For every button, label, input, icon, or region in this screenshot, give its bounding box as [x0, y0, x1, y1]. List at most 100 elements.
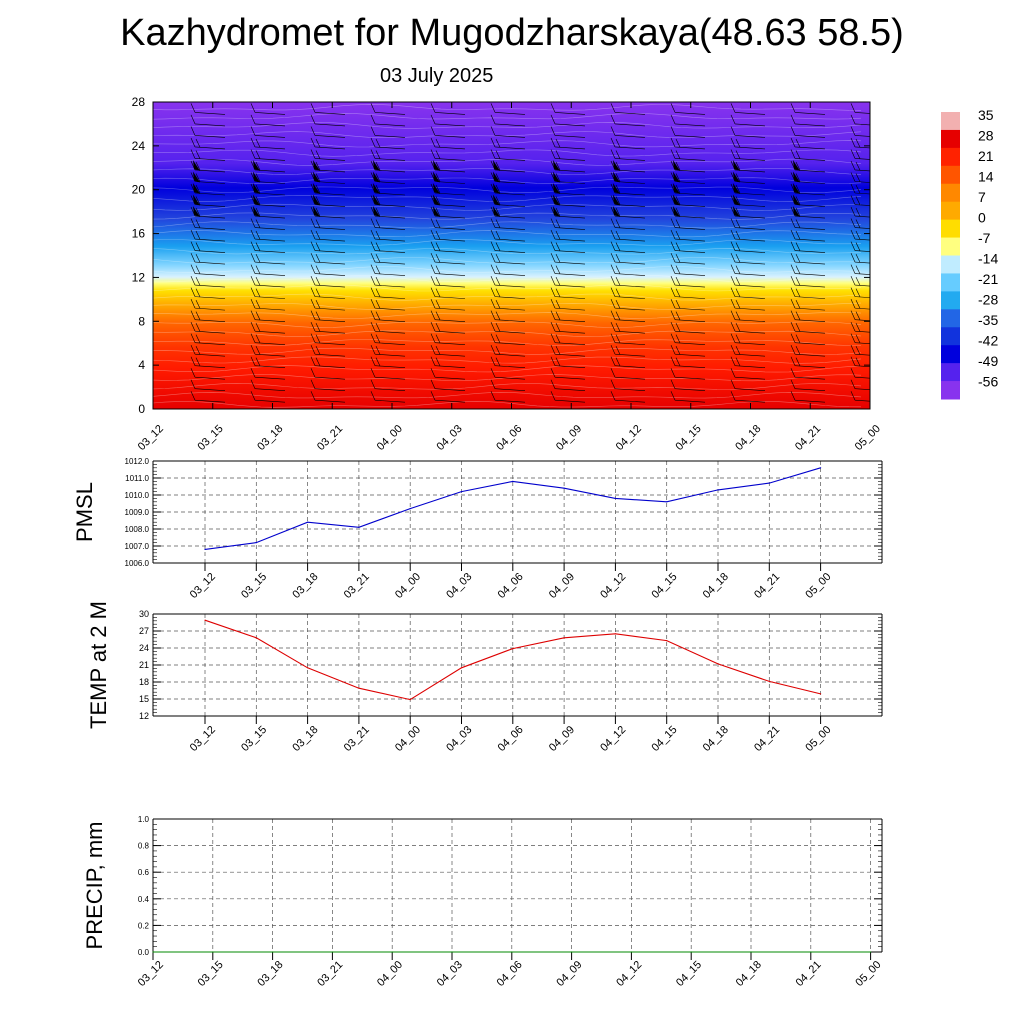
y-tick-label: 8	[138, 314, 145, 328]
wind-barb-feather	[495, 207, 501, 217]
wind-barb	[374, 296, 406, 299]
x-tick-label: 04_09	[554, 959, 584, 989]
y-axis-label: TEMP at 2 M	[86, 601, 111, 729]
series-point	[512, 648, 514, 650]
wind-barb-feather	[195, 184, 201, 194]
series-point	[810, 951, 812, 953]
wind-barb-feather	[610, 379, 616, 389]
wind-barb-feather	[430, 322, 436, 332]
series-point	[630, 951, 633, 953]
wind-barb-pennant	[553, 206, 560, 218]
wind-barb	[734, 227, 766, 230]
series-point	[690, 951, 692, 953]
wind-barb-feather	[490, 299, 496, 309]
wind-barb-feather	[730, 345, 736, 355]
x-tick-label: 04_18	[701, 571, 731, 601]
wind-barb-feather	[855, 138, 861, 148]
wind-barb-feather	[730, 368, 736, 378]
heatmap-field	[153, 102, 870, 409]
x-tick-label: 04_21	[752, 571, 782, 601]
wind-barb-pennant	[553, 171, 560, 183]
contour-line	[153, 302, 862, 310]
wind-barb	[734, 365, 766, 368]
wind-barb-feather	[255, 219, 261, 228]
wind-barb-feather	[730, 299, 736, 309]
precip-panel: 0.0 0.2 0.4 0.6 0.8 1.0 03_12 03_15 03_18 03_21 04…	[82, 815, 884, 989]
x-tick-label: 04_15	[650, 724, 680, 754]
colorbar-segment	[941, 273, 960, 292]
wind-barb-feather	[495, 299, 501, 309]
wind-barb	[554, 215, 586, 219]
wind-barb-feather	[735, 219, 741, 228]
wind-barb-feather	[855, 196, 861, 205]
wind-barb-feather	[255, 311, 261, 321]
wind-barb	[374, 388, 406, 392]
wind-barb-feather	[250, 252, 256, 263]
wind-barb-feather	[490, 333, 496, 343]
y-tick-label: 18	[139, 677, 149, 687]
wind-barb	[494, 296, 526, 299]
wind-barb-feather	[370, 310, 376, 320]
wind-barb-feather	[795, 184, 801, 194]
wind-barb-feather	[670, 275, 676, 286]
wind-barb-feather	[495, 242, 501, 251]
wind-barb-feather	[670, 241, 676, 251]
wind-barb	[614, 238, 646, 242]
wind-barb-feather	[430, 264, 436, 274]
wind-barb	[794, 319, 826, 322]
colorbar-label: -56	[978, 374, 998, 390]
wind-barb	[194, 399, 226, 403]
wind-barb-feather	[670, 114, 676, 125]
wind-barb-feather	[190, 264, 196, 274]
wind-barb-feather	[310, 114, 316, 125]
wind-barb-feather	[730, 149, 736, 159]
wind-barb-feather	[255, 299, 261, 309]
wind-barb-feather	[255, 184, 261, 194]
wind-barb-feather	[855, 311, 861, 321]
wind-barb-feather	[675, 184, 681, 194]
wind-barb-feather	[675, 161, 681, 171]
chart-title: Kazhydromet for Mugodzharskaya(48.63 58.…	[120, 12, 904, 54]
wind-barb	[554, 135, 586, 138]
wind-barb-feather	[550, 368, 556, 378]
wind-barb-feather	[190, 299, 196, 309]
x-tick-label: 04_06	[496, 571, 526, 601]
wind-barb	[194, 227, 226, 230]
wind-barb-feather	[675, 138, 681, 148]
x-tick-label: 04_21	[794, 959, 824, 989]
wind-barb-feather	[310, 264, 316, 274]
wind-barb	[194, 192, 226, 196]
wind-barb	[674, 284, 706, 288]
wind-barb	[794, 342, 826, 345]
wind-barb-feather	[315, 334, 321, 344]
wind-barb	[734, 181, 766, 184]
wind-barb	[434, 307, 466, 311]
wind-barb-pennant	[373, 183, 380, 195]
wind-barb-feather	[610, 264, 616, 274]
wind-barb-feather	[370, 218, 376, 228]
wind-barb	[554, 353, 586, 357]
wind-barb	[854, 169, 870, 172]
wind-barb	[254, 169, 286, 173]
wind-barb-feather	[250, 345, 256, 355]
wind-barb-feather	[490, 126, 496, 136]
wind-barb-feather	[190, 149, 196, 159]
colorbar-segment	[941, 147, 960, 167]
wind-barb	[374, 192, 406, 196]
series-point	[307, 521, 309, 523]
contour-line	[153, 312, 862, 319]
wind-barb	[854, 146, 870, 149]
wind-barb-feather	[310, 241, 316, 251]
wind-barb	[614, 123, 646, 127]
wind-barb-feather	[375, 184, 381, 194]
wind-barb-feather	[550, 379, 556, 389]
wind-barb-feather	[370, 287, 376, 297]
x-tick-label: 04_06	[495, 959, 525, 989]
wind-barb-feather	[495, 288, 501, 298]
series-point	[768, 482, 770, 484]
wind-barb-feather	[675, 276, 681, 286]
wind-barb-feather	[850, 172, 856, 182]
wind-barb	[194, 307, 226, 311]
wind-barb	[494, 135, 526, 138]
series-point	[204, 548, 206, 551]
